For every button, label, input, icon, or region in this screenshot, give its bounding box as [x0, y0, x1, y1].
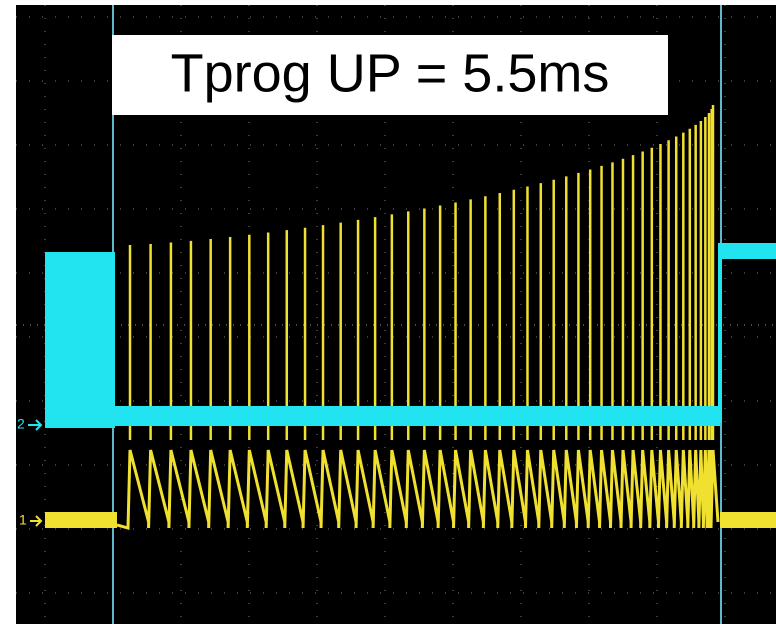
- oscilloscope-screen: 2 1 Tprog UP = 5.5ms: [0, 0, 776, 624]
- page: 2 1 Tprog UP = 5.5ms (() => { const data…: [0, 0, 776, 624]
- yellow-baseline: [45, 512, 117, 528]
- yellow-baseline: [720, 512, 776, 528]
- title: Tprog UP = 5.5ms: [171, 43, 610, 103]
- cyan-low-band: [113, 406, 720, 426]
- cyan-high-band: [720, 243, 776, 259]
- channel-1-marker: 1: [19, 512, 27, 528]
- cyan-block: [45, 252, 115, 428]
- channel-2-marker: 2: [17, 416, 25, 432]
- cyan-edge: [718, 243, 722, 423]
